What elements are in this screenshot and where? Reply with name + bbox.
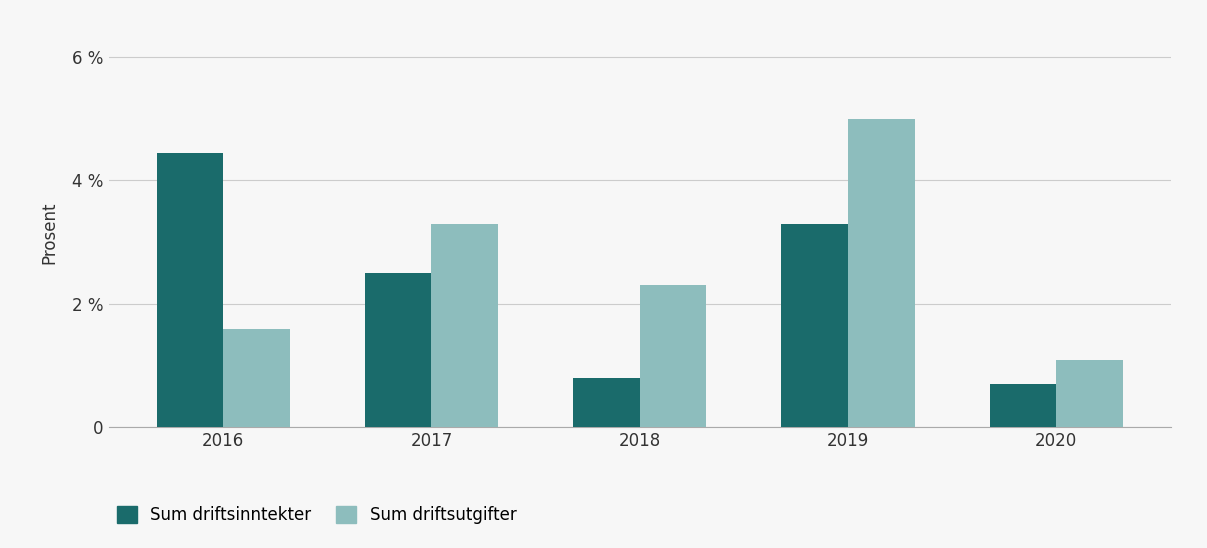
Bar xyxy=(365,273,431,427)
Bar xyxy=(990,384,1056,427)
Bar xyxy=(157,152,223,427)
Bar xyxy=(573,378,640,427)
Bar xyxy=(640,286,706,427)
Bar xyxy=(431,224,498,427)
Bar xyxy=(849,119,915,427)
Bar xyxy=(781,224,849,427)
Y-axis label: Prosent: Prosent xyxy=(40,202,58,264)
Bar xyxy=(223,329,290,427)
Legend: Sum driftsinntekter, Sum driftsutgifter: Sum driftsinntekter, Sum driftsutgifter xyxy=(117,506,517,524)
Bar xyxy=(1056,359,1123,427)
